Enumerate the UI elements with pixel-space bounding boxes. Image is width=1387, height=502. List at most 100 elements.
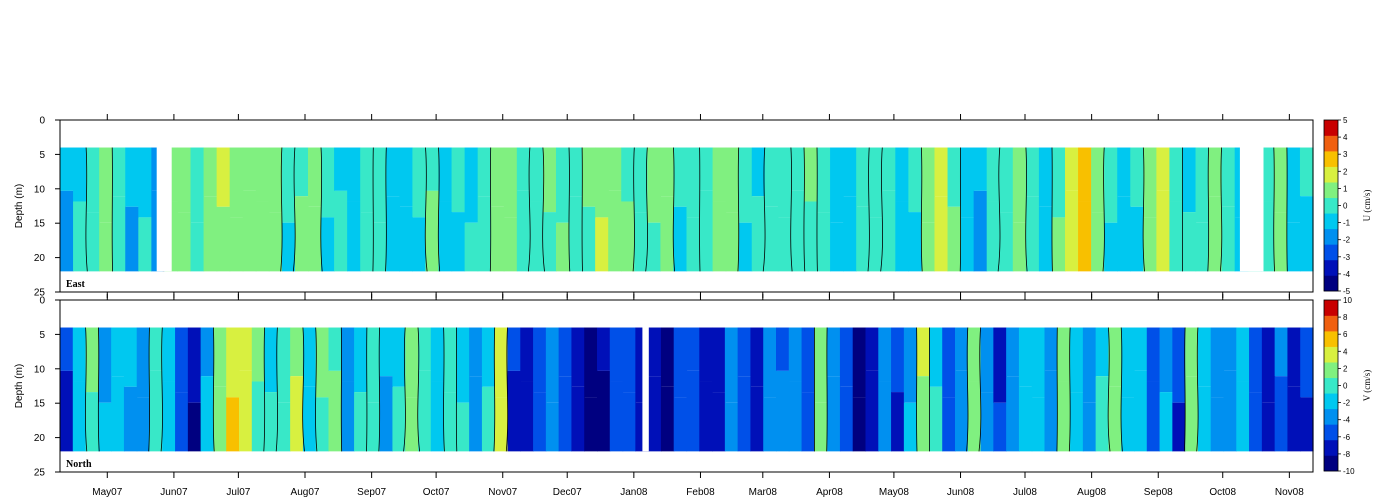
zero-contour xyxy=(302,327,305,452)
colorbar-tick-label: 4 xyxy=(1343,133,1348,142)
colorbar-bin xyxy=(1324,346,1338,363)
data-cell xyxy=(967,327,982,382)
data-cell xyxy=(827,327,841,377)
data-cell xyxy=(929,386,943,452)
data-cell xyxy=(647,222,661,272)
data-cell xyxy=(763,327,777,398)
colorbar-bin xyxy=(1324,300,1338,316)
data-cell xyxy=(125,147,139,207)
data-cell xyxy=(960,147,975,218)
data-cell xyxy=(980,327,994,393)
data-cell xyxy=(200,327,215,377)
data-cell xyxy=(354,392,368,452)
data-cell xyxy=(399,147,413,207)
data-cell xyxy=(788,381,803,452)
data-cell xyxy=(763,397,777,452)
data-cell xyxy=(801,392,815,452)
data-cell xyxy=(190,147,205,223)
colorbar-tick-label: -10 xyxy=(1343,467,1355,476)
colorbar-bin xyxy=(1324,439,1338,456)
data-cell xyxy=(239,327,253,371)
data-cell xyxy=(60,327,74,371)
y-tick-label: 15 xyxy=(34,219,46,230)
data-cell xyxy=(277,327,291,403)
data-cell xyxy=(1065,147,1079,191)
data-cell xyxy=(477,196,492,272)
colorbar-bin xyxy=(1324,244,1338,261)
data-cell xyxy=(738,222,753,272)
data-cell xyxy=(268,147,283,213)
data-cell xyxy=(1006,327,1020,377)
data-cell xyxy=(281,222,296,272)
data-cell xyxy=(790,147,805,191)
plot-frame xyxy=(59,299,1314,473)
data-cell xyxy=(660,386,675,452)
data-cell xyxy=(1286,147,1301,223)
data-cell xyxy=(1208,147,1223,197)
y-tick-label: 5 xyxy=(39,150,45,161)
data-cell xyxy=(425,190,440,272)
zero-contour xyxy=(920,147,923,272)
data-cell xyxy=(73,147,87,202)
data-cell xyxy=(609,327,624,382)
colorbar-tick-label: -2 xyxy=(1343,399,1351,408)
data-cell xyxy=(98,327,112,403)
data-cell xyxy=(1051,147,1066,218)
data-cell xyxy=(1134,370,1148,452)
data-cell xyxy=(529,147,544,202)
data-cell xyxy=(481,386,496,452)
zero-contour xyxy=(1196,327,1199,452)
data-cell xyxy=(908,212,923,272)
x-tick-label: Aug08 xyxy=(1077,487,1106,498)
data-cell xyxy=(980,392,994,452)
data-cell xyxy=(438,147,453,202)
data-cell xyxy=(438,201,453,272)
data-cell xyxy=(302,386,317,452)
zero-contour xyxy=(148,327,151,452)
data-cell xyxy=(1108,327,1122,387)
data-cell xyxy=(1197,386,1212,452)
data-cell xyxy=(1182,212,1197,272)
colorbar-tick-label: 1 xyxy=(1343,184,1348,193)
data-cell xyxy=(451,147,466,213)
x-tick-label: Jul08 xyxy=(1013,487,1037,498)
data-cell xyxy=(582,147,596,207)
y-tick-label: 0 xyxy=(39,296,45,307)
data-cell xyxy=(268,212,283,272)
x-tick-label: Apr08 xyxy=(816,487,843,498)
data-cell xyxy=(634,147,648,213)
data-cell xyxy=(516,190,531,272)
zero-contour xyxy=(737,147,740,272)
data-cell xyxy=(366,327,381,403)
data-cell xyxy=(942,397,956,452)
colorbar-bin xyxy=(1324,135,1338,152)
data-cell xyxy=(481,327,496,387)
data-cell xyxy=(801,327,815,393)
data-cell xyxy=(673,397,688,452)
data-cell xyxy=(98,402,112,452)
data-cell xyxy=(216,147,231,207)
data-cell xyxy=(839,327,854,387)
y-tick-label: 15 xyxy=(34,399,46,410)
data-cell xyxy=(60,370,74,452)
data-cell xyxy=(934,196,949,272)
data-cell xyxy=(503,217,518,272)
data-cell xyxy=(1143,217,1157,272)
zero-contour xyxy=(880,147,883,272)
data-cell xyxy=(405,397,419,452)
zero-contour xyxy=(803,147,806,272)
data-cell xyxy=(1236,381,1250,452)
data-cell xyxy=(737,376,752,452)
data-cell xyxy=(852,397,867,452)
data-cell xyxy=(507,370,521,452)
data-cell xyxy=(882,147,896,191)
data-cell xyxy=(908,147,923,213)
data-cell xyxy=(226,327,240,398)
colorbar-tick-label: -4 xyxy=(1343,270,1351,279)
data-cell xyxy=(412,147,427,218)
data-cell xyxy=(921,147,936,223)
y-axis-title: Depth (m) xyxy=(14,184,25,228)
data-cell xyxy=(712,327,726,393)
y-tick-label: 10 xyxy=(34,184,46,195)
data-cell xyxy=(830,222,844,272)
